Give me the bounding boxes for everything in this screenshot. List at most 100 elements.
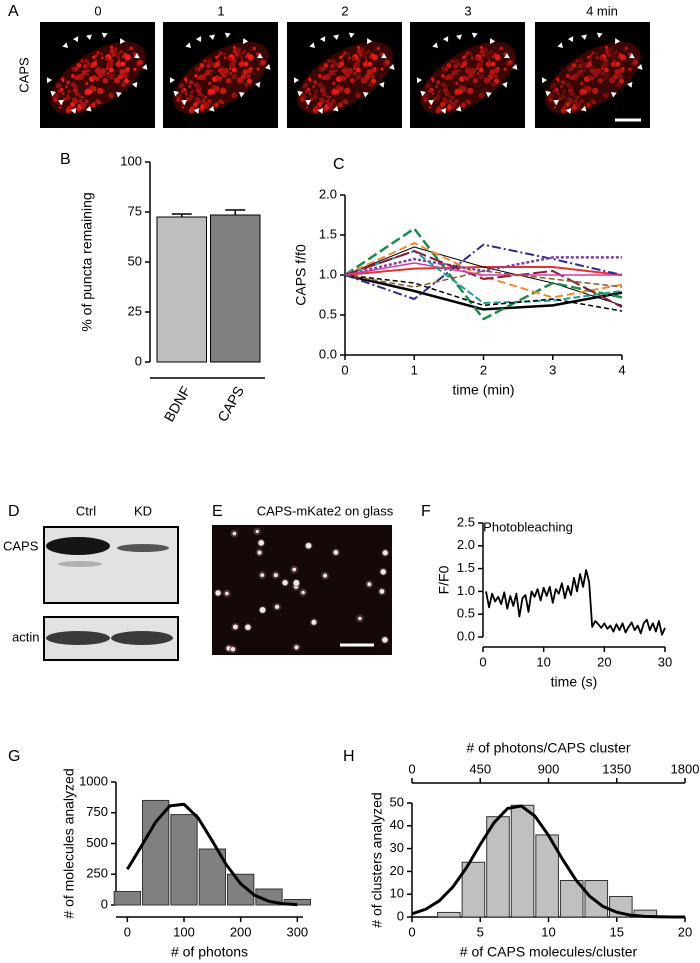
y-tick-label: 50 <box>390 794 404 809</box>
spot <box>215 590 221 596</box>
punctum <box>476 72 480 75</box>
punctum <box>210 68 214 72</box>
punctum <box>613 51 616 55</box>
punctum <box>236 77 244 84</box>
punctum <box>599 56 604 61</box>
punctum <box>368 55 372 59</box>
punctum <box>595 67 601 74</box>
arrowhead <box>58 100 64 106</box>
spots <box>214 527 390 654</box>
punctum <box>339 55 343 59</box>
punctum <box>576 96 580 99</box>
punctum <box>113 77 121 84</box>
arrowhead <box>209 34 215 40</box>
punctum <box>99 52 103 56</box>
spot <box>294 645 299 650</box>
punctum <box>356 45 361 49</box>
punctum <box>124 54 131 61</box>
punctum <box>341 59 344 62</box>
punctum <box>615 50 619 53</box>
arrowhead <box>545 90 551 97</box>
punctum <box>561 94 565 98</box>
punctum <box>180 89 185 94</box>
punctum <box>597 77 604 84</box>
punctum <box>467 87 474 95</box>
punctum <box>445 68 448 71</box>
y-tick-label: 1.5 <box>319 226 337 241</box>
punctum <box>436 94 440 98</box>
punctum <box>197 91 203 97</box>
punctum <box>478 74 484 80</box>
time-label: 0 <box>94 3 101 18</box>
punctum <box>97 87 104 95</box>
punctum <box>75 75 80 81</box>
punctum <box>98 73 104 78</box>
punctum <box>53 97 58 103</box>
punctum <box>341 54 345 58</box>
arrowhead <box>541 77 547 84</box>
punctum <box>312 107 318 114</box>
punctum <box>195 88 200 93</box>
punctum <box>461 61 468 67</box>
punctum <box>603 74 609 80</box>
punctum <box>126 66 130 70</box>
punctum <box>325 99 330 104</box>
punctum <box>441 97 448 103</box>
x-axis-label: # of photons <box>171 944 248 960</box>
punctum <box>593 73 599 78</box>
punctum <box>250 48 253 51</box>
lane-label: Ctrl <box>76 503 96 518</box>
band <box>117 544 169 552</box>
punctum <box>360 47 365 53</box>
punctum <box>229 61 236 68</box>
punctum <box>450 59 454 63</box>
panel-letter: E <box>212 503 223 520</box>
punctum <box>194 97 201 103</box>
punctum <box>238 61 245 67</box>
punctum <box>345 73 351 78</box>
punctum <box>491 55 495 59</box>
punctum <box>470 56 474 60</box>
punctum <box>573 94 578 99</box>
line <box>344 246 623 306</box>
spot <box>292 567 297 572</box>
punctum <box>616 55 620 59</box>
punctum <box>199 63 205 68</box>
punctum <box>570 75 575 81</box>
punctum <box>232 45 237 49</box>
punctum <box>488 59 491 62</box>
punctum <box>617 73 623 79</box>
line <box>344 242 623 299</box>
arrowhead <box>627 81 633 88</box>
punctum <box>492 73 498 79</box>
punctum <box>575 59 579 63</box>
punctum <box>90 85 97 92</box>
y-tick-label: 50 <box>128 253 142 268</box>
arrowhead <box>420 90 426 97</box>
punctum <box>551 82 557 89</box>
punctum <box>94 68 100 74</box>
punctum <box>458 103 462 107</box>
spot <box>293 579 300 586</box>
arrowhead <box>333 34 339 40</box>
punctum <box>454 99 459 104</box>
punctum <box>229 72 233 75</box>
punctum <box>58 106 62 109</box>
bar <box>156 216 207 363</box>
line <box>344 274 623 312</box>
punctum <box>106 67 109 70</box>
arrowhead <box>442 36 449 42</box>
y-tick-label: 500 <box>86 835 108 850</box>
punctum <box>106 72 110 75</box>
arrowhead <box>46 77 52 84</box>
punctum <box>133 67 137 71</box>
punctum <box>74 91 80 97</box>
spot <box>367 582 372 587</box>
arrowhead <box>243 38 249 44</box>
punctum <box>478 67 484 73</box>
bar <box>510 804 535 918</box>
punctum <box>591 51 595 55</box>
band <box>111 631 173 645</box>
arrowhead <box>610 92 617 98</box>
